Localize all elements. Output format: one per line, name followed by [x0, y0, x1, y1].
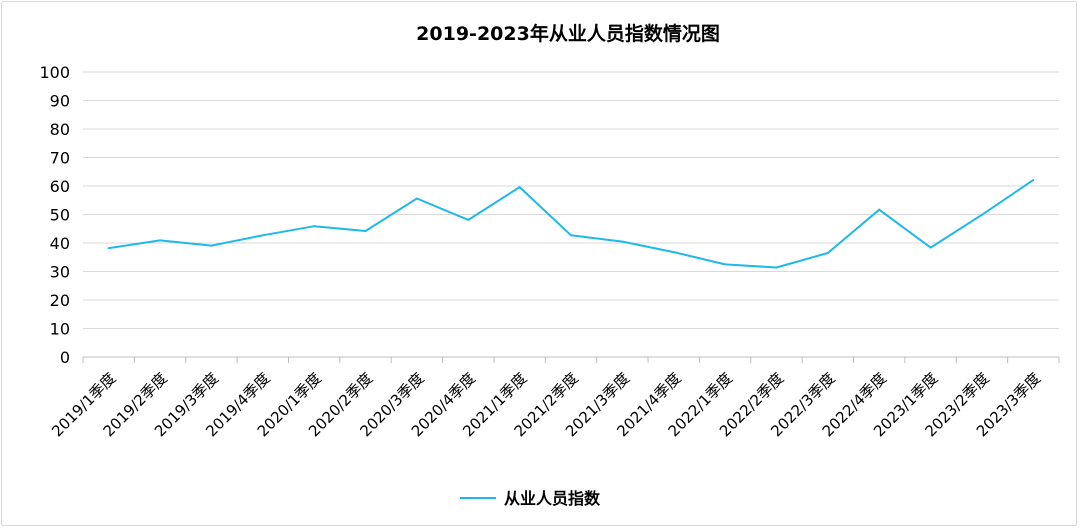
- legend: 从业人员指数: [460, 489, 601, 508]
- x-axis: [82, 356, 1060, 363]
- data-point: [210, 244, 213, 247]
- data-point: [107, 247, 110, 250]
- y-tick-label: 0: [60, 348, 70, 367]
- data-point: [826, 251, 829, 254]
- gridlines: [83, 71, 1059, 329]
- y-tick-label: 10: [50, 320, 70, 339]
- data-point: [313, 225, 316, 228]
- y-tick-label: 40: [50, 234, 70, 253]
- data-point: [929, 246, 932, 249]
- data-point: [724, 263, 727, 266]
- data-point: [159, 239, 162, 242]
- y-tick-label: 90: [50, 92, 70, 111]
- data-point: [1032, 179, 1035, 182]
- y-axis-ticks: 0 10 20 30 40 50 60 70 80 90 100: [39, 63, 70, 367]
- y-tick-label: 80: [50, 120, 70, 139]
- data-point: [415, 197, 418, 200]
- data-point: [518, 186, 521, 189]
- data-point: [980, 213, 983, 216]
- data-point: [364, 230, 367, 233]
- data-point: [775, 266, 778, 269]
- legend-label: 从业人员指数: [504, 489, 601, 508]
- y-tick-label: 20: [50, 291, 70, 310]
- x-axis-ticks: 2019/1季度2019/2季度2019/3季度2019/4季度2020/1季度…: [48, 369, 1044, 440]
- series-lines: [107, 179, 1035, 269]
- y-tick-label: 50: [50, 206, 70, 225]
- data-point: [467, 218, 470, 221]
- y-tick-label: 100: [39, 63, 70, 82]
- y-tick-label: 30: [50, 263, 70, 282]
- series-line-0: [108, 179, 1034, 269]
- y-tick-label: 60: [50, 177, 70, 196]
- data-point: [570, 234, 572, 237]
- data-point: [261, 234, 264, 237]
- data-point: [672, 251, 675, 254]
- y-tick-label: 70: [50, 149, 70, 168]
- data-point: [878, 208, 881, 211]
- data-point: [621, 240, 624, 243]
- chart-title: 2019-2023年从业人员指数情况图: [416, 22, 720, 45]
